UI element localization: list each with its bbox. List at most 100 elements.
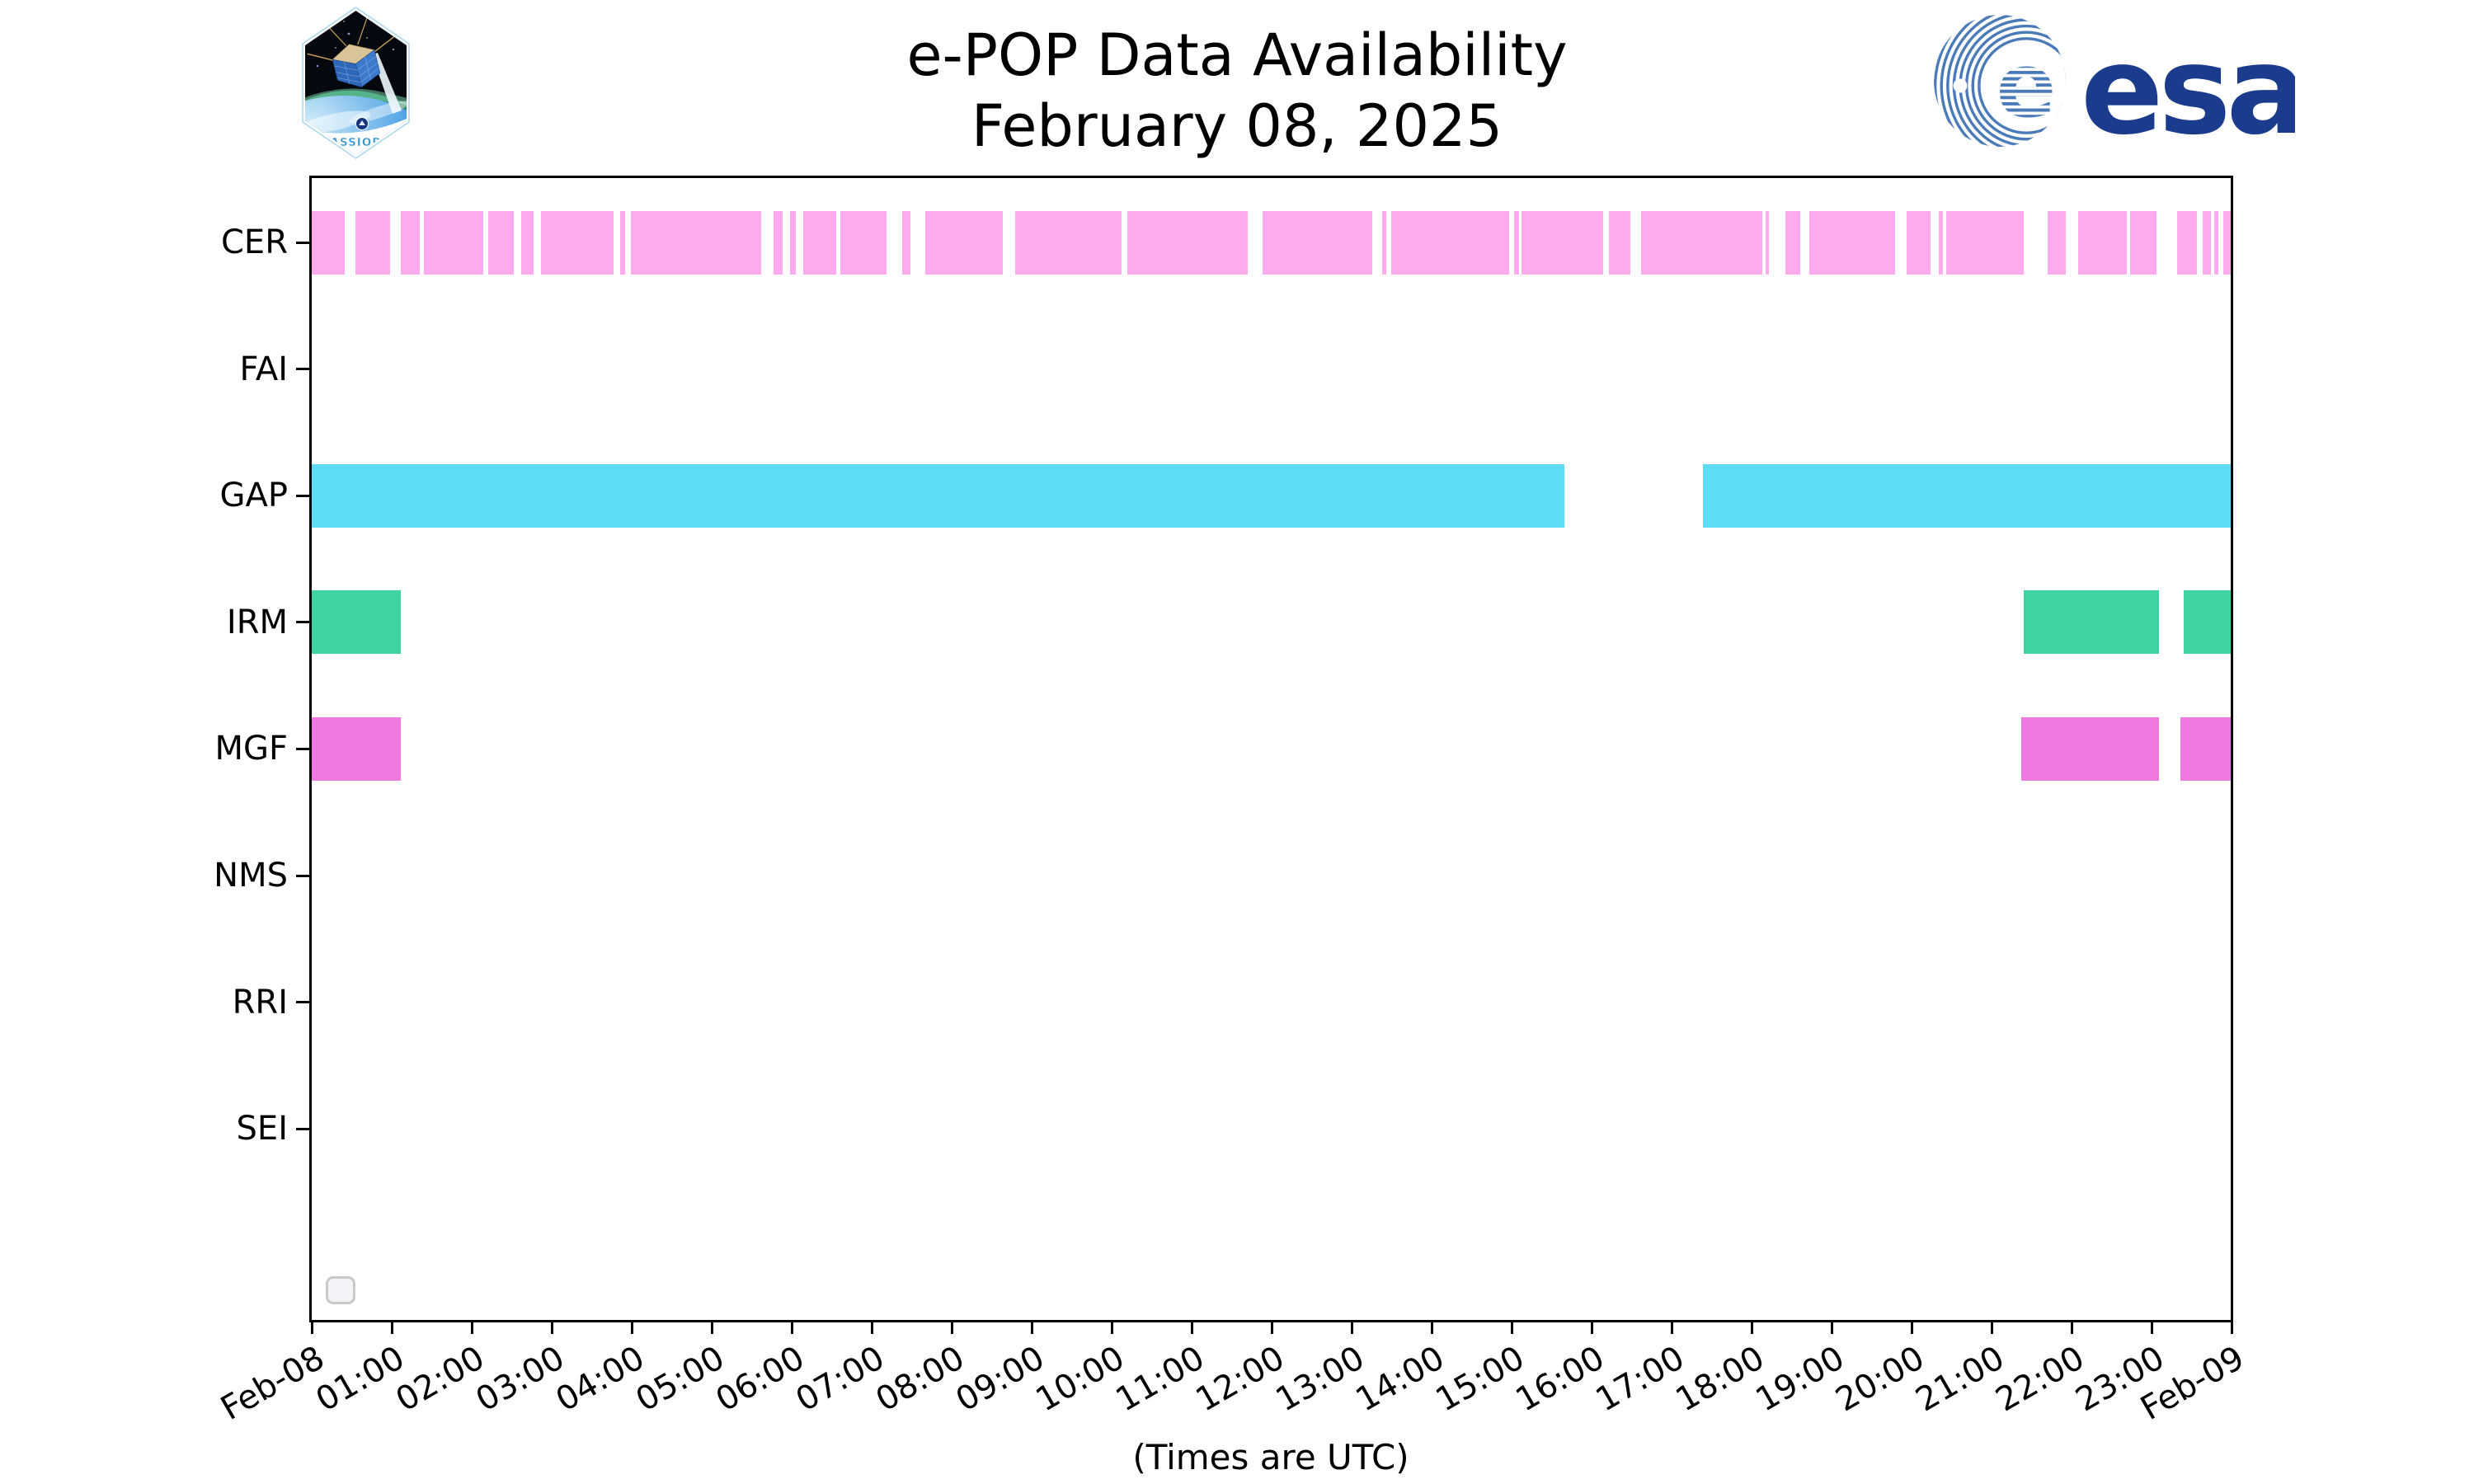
y-axis-label-gap: GAP (219, 477, 288, 515)
availability-bar-cer (901, 210, 910, 275)
x-axis-tick (950, 1320, 953, 1334)
availability-bar-cer (2129, 210, 2157, 275)
availability-bar-cer (355, 210, 391, 275)
x-axis-tick (2150, 1320, 2153, 1334)
x-axis-tick (1990, 1320, 1993, 1334)
availability-bar-cer (1785, 210, 1801, 275)
x-axis-tick (790, 1320, 793, 1334)
availability-bar-cer (2047, 210, 2067, 275)
availability-bar-cer (1390, 210, 1510, 275)
availability-bar-cer (1808, 210, 1895, 275)
y-axis-tick (296, 621, 310, 624)
availability-bar-mgf (2180, 716, 2232, 781)
x-axis-tick (630, 1320, 633, 1334)
availability-bar-cer (400, 210, 420, 275)
x-axis-tick-label: 20:00 (1829, 1339, 1931, 1420)
y-axis-label-sei: SEI (236, 1110, 288, 1148)
x-axis-tick (470, 1320, 473, 1334)
availability-bar-cer (620, 210, 626, 275)
x-axis-tick-label: 08:00 (869, 1339, 971, 1420)
availability-bar-cer (1641, 210, 1762, 275)
x-axis-tick (1670, 1320, 1673, 1334)
cassiope-logo: CASSIOPE (302, 7, 410, 159)
esa-globe-dot (1953, 78, 1968, 93)
availability-bar-cer (423, 210, 483, 275)
laser-beam (372, 53, 402, 114)
y-axis-label-nms: NMS (214, 857, 288, 895)
availability-bar-cer (1014, 210, 1122, 275)
availability-bar-irm (2023, 590, 2159, 655)
x-axis-tick (2070, 1320, 2073, 1334)
availability-bar-gap (1702, 463, 2232, 528)
x-axis-tick-label: 17:00 (1589, 1339, 1691, 1420)
y-axis-label-rri: RRI (232, 983, 288, 1021)
availability-bar-cer (521, 210, 534, 275)
x-axis-tick-label: 02:00 (389, 1339, 491, 1420)
x-axis-tick-label: 04:00 (549, 1339, 651, 1420)
x-axis-tick (1430, 1320, 1433, 1334)
x-axis-tick (1110, 1320, 1113, 1334)
availability-bar-cer (1513, 210, 1519, 275)
legend-box (326, 1276, 355, 1304)
y-axis-tick (296, 241, 310, 244)
availability-bar-cer (2077, 210, 2127, 275)
x-axis-tick (1030, 1320, 1033, 1334)
availability-bar-cer (1766, 210, 1770, 275)
availability-bar-cer (488, 210, 515, 275)
y-axis-label-fai: FAI (239, 350, 289, 388)
chart-title: e-POP Data Availability (906, 21, 1568, 89)
availability-bar-cer (1521, 210, 1603, 275)
x-axis-tick-label: 13:00 (1269, 1339, 1371, 1420)
title-block: e-POP Data Availability February 08, 202… (0, 20, 2474, 162)
availability-bar-cer (1127, 210, 1248, 275)
availability-bar-cer (924, 210, 1004, 275)
availability-bar-mgf (312, 716, 401, 781)
x-axis-tick-label: 11:00 (1109, 1339, 1211, 1420)
availability-bar-gap (312, 463, 1565, 528)
availability-bar-cer (1263, 210, 1373, 275)
availability-bar-cer (1938, 210, 1943, 275)
x-axis-tick (1910, 1320, 1913, 1334)
availability-bar-cer (2213, 210, 2218, 275)
availability-bar-cer (773, 210, 783, 275)
x-axis-tick-label: 16:00 (1509, 1339, 1611, 1420)
x-axis-tick-label: 21:00 (1909, 1339, 2011, 1420)
availability-bar-cer (541, 210, 614, 275)
availability-bar-irm (312, 590, 401, 655)
x-axis-tick (1190, 1320, 1193, 1334)
x-axis-tick-label: 12:00 (1189, 1339, 1291, 1420)
y-axis-tick (296, 874, 310, 877)
x-axis-tick (1830, 1320, 1833, 1334)
clouds (305, 110, 371, 134)
x-axis-tick-label: 05:00 (629, 1339, 731, 1420)
availability-bar-cer (631, 210, 762, 275)
x-axis-tick (870, 1320, 873, 1334)
availability-bar-cer (1609, 210, 1630, 275)
x-axis-tick (1270, 1320, 1273, 1334)
availability-bar-cer (2177, 210, 2198, 275)
y-axis-tick (296, 368, 310, 371)
esa-wordmark: esa (2081, 20, 2295, 162)
x-axis-tick (2230, 1320, 2233, 1334)
x-axis-tick-label: 19:00 (1749, 1339, 1851, 1420)
availability-bar-cer (790, 210, 796, 275)
x-axis-tick-label: 14:00 (1349, 1339, 1451, 1420)
x-axis-tick (1510, 1320, 1513, 1334)
availability-bar-cer (2223, 210, 2232, 275)
availability-bar-cer (1381, 210, 1386, 275)
csa-emblem-mark (359, 120, 365, 125)
availability-bar-cer (312, 210, 345, 275)
x-axis-tick-label: 03:00 (469, 1339, 571, 1420)
x-axis-tick (710, 1320, 713, 1334)
availability-bar-cer (840, 210, 887, 275)
availability-bar-cer (2203, 210, 2211, 275)
availability-bar-cer (1945, 210, 2024, 275)
x-axis-tick-label: 18:00 (1669, 1339, 1771, 1420)
y-axis-label-cer: CER (221, 223, 288, 261)
x-axis-tick (550, 1320, 553, 1334)
esa-globe-icon: e (1934, 15, 2066, 147)
x-axis-tick (1350, 1320, 1353, 1334)
x-axis-tick-label: 10:00 (1029, 1339, 1131, 1420)
